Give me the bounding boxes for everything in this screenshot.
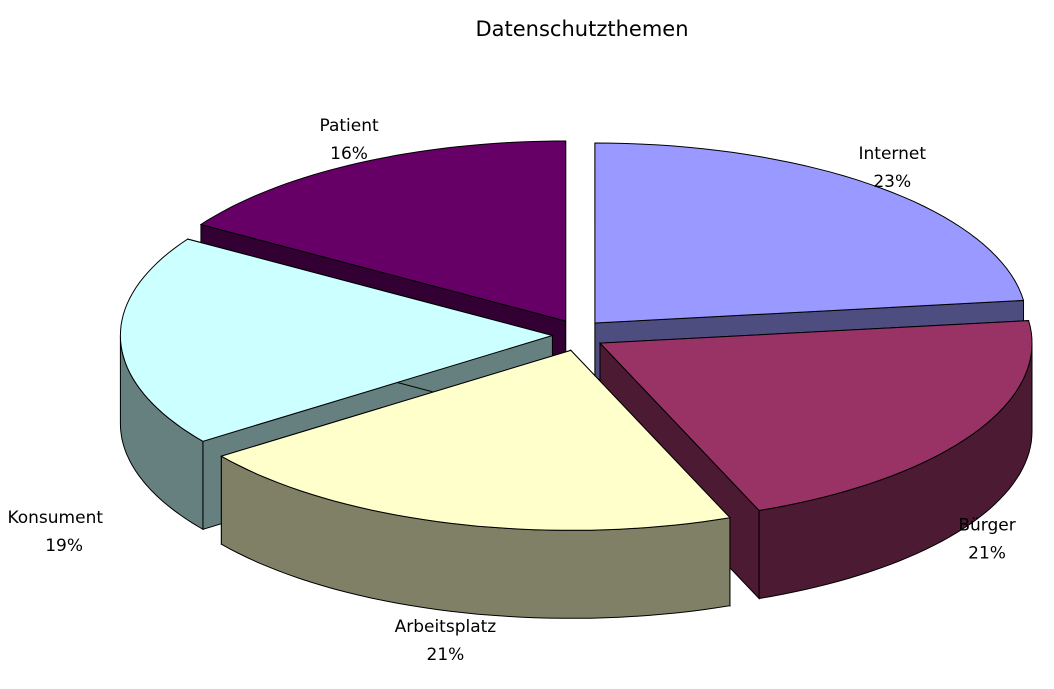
- slice: [598, 320, 1033, 512]
- slice-value-label: 21%: [427, 645, 465, 665]
- slice-label: Arbeitsplatz: [395, 617, 497, 637]
- slice: [199, 140, 567, 322]
- slice-tops: [119, 140, 1033, 531]
- slice-label: Konsument: [7, 508, 103, 528]
- slice-value-label: 21%: [968, 544, 1006, 564]
- chart-title: Datenschutzthemen: [475, 17, 688, 41]
- slice-label: Bürger: [958, 516, 1015, 536]
- slice: [220, 349, 731, 531]
- slice-value-label: 19%: [45, 536, 83, 556]
- slice-label: Internet: [858, 144, 926, 164]
- slice-label: Patient: [319, 116, 379, 136]
- slice: [119, 238, 555, 442]
- slice: [594, 142, 1025, 324]
- slice-value-label: 23%: [873, 172, 911, 192]
- slice-value-label: 16%: [330, 144, 368, 164]
